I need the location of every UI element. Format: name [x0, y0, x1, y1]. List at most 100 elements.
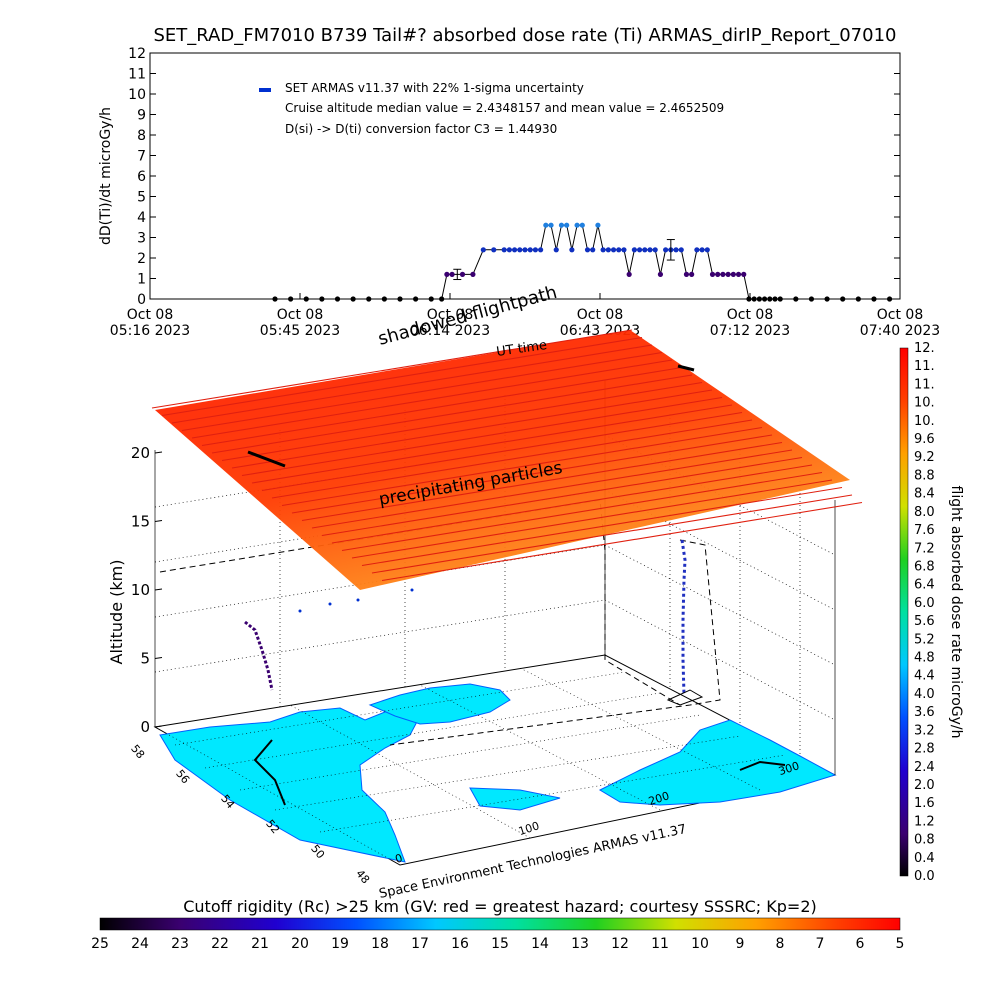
dose-tick-label: 1.2	[914, 814, 935, 829]
precip-line	[341, 471, 823, 552]
y-tick-label: 7	[137, 149, 146, 165]
trajectory-point	[298, 609, 302, 613]
aircraft-marker	[666, 689, 704, 706]
rigidity-tick-label: 12	[611, 936, 629, 952]
data-point	[517, 247, 523, 253]
data-point	[553, 247, 559, 253]
data-point	[579, 222, 585, 228]
dose-tick-label: 5.6	[914, 614, 935, 629]
altitude-tick	[154, 725, 163, 728]
dose-tick-label: 11.	[914, 359, 935, 374]
dose-tick-label: 6.4	[914, 578, 935, 593]
data-point	[704, 247, 710, 253]
precip-line	[301, 441, 783, 522]
land-east	[598, 719, 837, 806]
dose-tick-label: 6.8	[914, 559, 935, 574]
trajectory-east	[680, 539, 687, 696]
rigidity-tick-label: 14	[531, 936, 549, 952]
data-point	[459, 271, 466, 277]
x-tick-label-day: Oct 08	[277, 307, 323, 323]
altitude-ticks: 0 5 10 15 20	[131, 444, 163, 736]
data-point	[272, 296, 278, 302]
data-point	[657, 271, 664, 277]
x-tick-label-time: 07:12 2023	[710, 323, 790, 339]
data-point	[350, 296, 356, 302]
data-point	[840, 296, 846, 302]
precip-line	[241, 396, 723, 477]
error-bars	[453, 239, 675, 281]
annotation-conversion-factor: D(si) -> D(ti) conversion factor C3 = 1.…	[285, 122, 557, 136]
dose-tick-label: 4.8	[914, 651, 935, 666]
dose-tick-label: 2.4	[914, 760, 935, 775]
annotation-cruise-median: Cruise altitude median value = 2.4348157…	[285, 101, 724, 115]
back-walls	[154, 380, 836, 775]
data-point	[522, 247, 528, 253]
dose-tick-label: 12.	[914, 341, 935, 356]
data-point	[756, 296, 762, 302]
x-tick-label-time: 05:45 2023	[260, 323, 340, 339]
dose-tick-label: 7.2	[914, 541, 935, 556]
altitude-tick-label: 20	[131, 444, 150, 462]
dose-tick-label: 9.6	[914, 432, 935, 447]
longitude-tick-label: 200	[647, 789, 671, 808]
rigidity-tick-label: 15	[491, 936, 509, 952]
data-point	[616, 247, 622, 253]
data-point	[725, 271, 731, 277]
precip-lines	[151, 329, 863, 582]
rigidity-tick-label: 18	[371, 936, 389, 952]
dose-tick-label: 7.6	[914, 523, 935, 538]
track-projections	[159, 499, 721, 746]
flightpath-3d: shadowed flightpath UT time precipitatin…	[107, 282, 863, 902]
dose-tick-label: 8.4	[914, 487, 935, 502]
data-point	[741, 271, 747, 277]
y-tick-label: 9	[137, 108, 146, 124]
rigidity-colorbar-gradient	[99, 917, 901, 931]
precip-line	[281, 426, 763, 507]
ground-track	[253, 739, 786, 806]
latitude-tick-label: 48	[353, 867, 372, 886]
rigidity-tick-label: 5	[896, 936, 905, 952]
precip-line	[291, 434, 773, 514]
precip-line	[321, 456, 803, 537]
page-title: SET_RAD_FM7010 B739 Tail#? absorbed dose…	[153, 25, 896, 46]
precip-line	[171, 344, 653, 424]
dose-tick-label: 1.6	[914, 796, 935, 811]
data-point	[288, 296, 294, 302]
x-tick-label-day: Oct 08	[727, 307, 773, 323]
precip-line	[311, 449, 793, 529]
land-southeast	[469, 787, 561, 811]
data-point	[694, 247, 700, 253]
dose-tick-label: 10.	[914, 396, 935, 411]
data-point	[543, 222, 549, 228]
data-point	[574, 222, 580, 228]
data-point	[886, 296, 893, 302]
rigidity-colorbar-label: Cutoff rigidity (Rc) >25 km (GV: red = g…	[183, 897, 817, 916]
data-point	[642, 247, 648, 253]
rigidity-tick-label: 16	[451, 936, 469, 952]
rigidity-tick-label: 10	[691, 936, 709, 952]
precip-line	[351, 479, 833, 559]
data-point	[600, 247, 606, 253]
legend-entry: SET ARMAS v11.37 with 22% 1-sigma uncert…	[285, 81, 584, 95]
dose-tick-label: 8.8	[914, 468, 935, 483]
dose-colorbar-ticks: 0.0 0.4 0.8 1.2 1.6 2.0 2.4 2.8 3.2 3.6 4.0 4.4 4.8 5…	[914, 341, 935, 884]
series-line	[275, 224, 890, 300]
precip-line	[181, 351, 663, 432]
trajectory-point	[356, 598, 360, 602]
rigidity-tick-label: 20	[291, 936, 309, 952]
x-tick-label-day: Oct 08	[877, 307, 923, 323]
y-tick-label: 12	[128, 46, 146, 62]
data-point	[715, 271, 721, 277]
precip-line	[161, 336, 643, 417]
data-point	[590, 247, 596, 253]
altitude-tick-label: 0	[140, 718, 150, 736]
precip-line	[361, 486, 843, 567]
data-point	[871, 296, 877, 302]
longitude-ticks: 0 100 200 300	[394, 759, 801, 866]
precip-line	[191, 359, 673, 439]
trajectory-top	[247, 450, 286, 468]
y-tick-label: 1	[137, 272, 146, 288]
data-point	[532, 247, 539, 253]
